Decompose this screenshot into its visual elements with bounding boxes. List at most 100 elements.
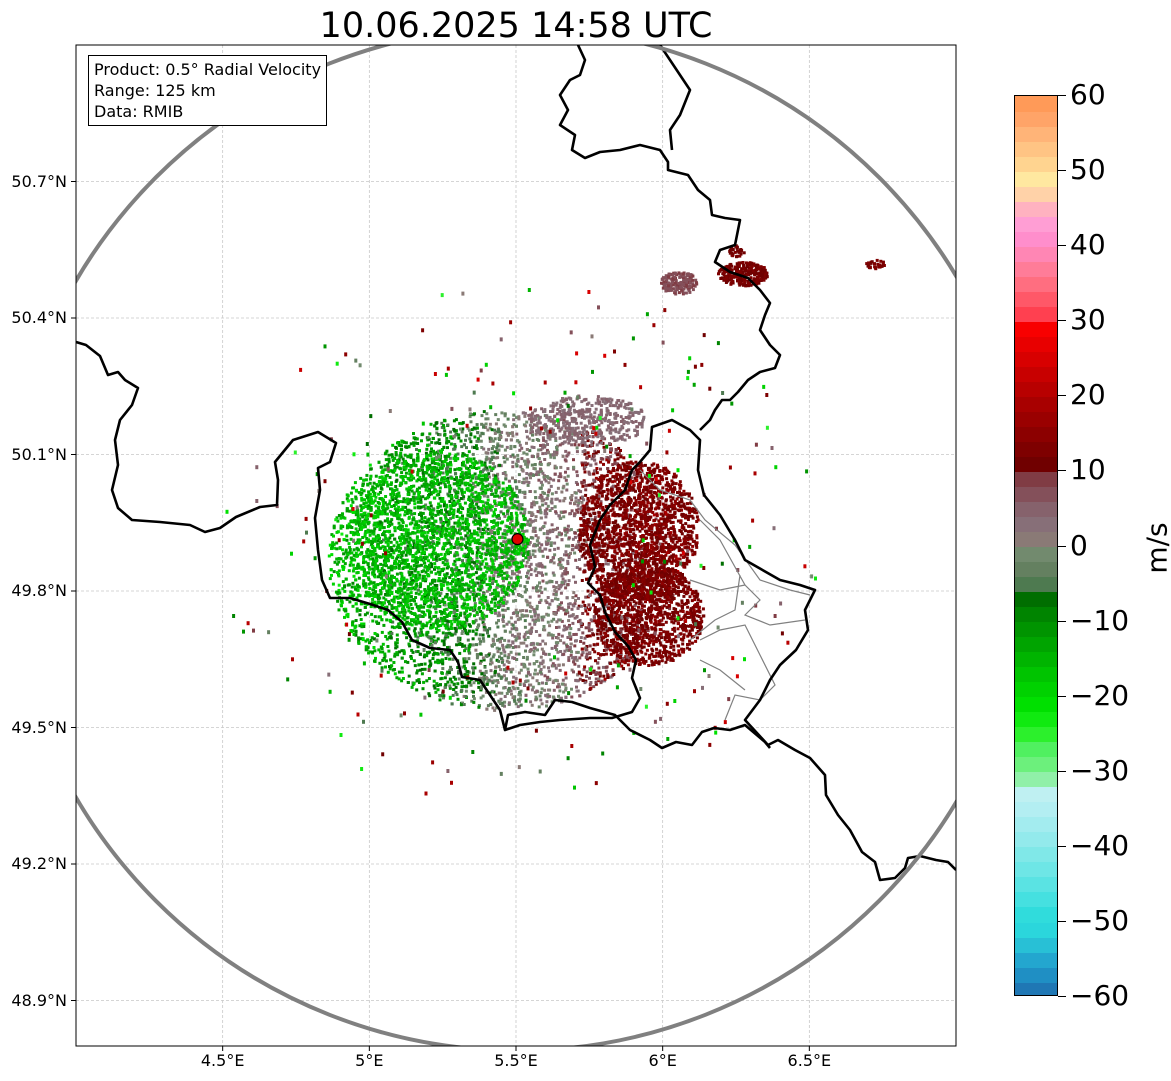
echo-cell: [487, 457, 491, 461]
echo-cell: [562, 515, 566, 519]
echo-cell: [619, 449, 622, 452]
echo-cell: [362, 502, 366, 506]
echo-cell: [434, 441, 438, 445]
echo-cell: [511, 623, 515, 627]
echo-cell: [569, 496, 573, 500]
echo-cell: [374, 590, 377, 594]
echo-cell: [466, 426, 470, 430]
echo-cell: [501, 703, 505, 707]
echo-cell: [511, 527, 515, 531]
echo-cell: [485, 677, 489, 680]
echo-cell: [513, 572, 517, 576]
echo-cell: [419, 563, 423, 567]
echo-cell: [573, 501, 577, 505]
echo-cell: [486, 468, 490, 472]
echo-cell: [592, 603, 595, 607]
echo-cell: [438, 694, 442, 697]
echo-cell: [426, 650, 429, 654]
echo-cell: [357, 637, 361, 641]
echo-cell: [473, 484, 477, 488]
echo-cell: [529, 536, 533, 540]
echo-cell: [364, 574, 368, 577]
echo-cell: [530, 703, 534, 707]
echo-cell: [424, 579, 427, 583]
echo-cell: [421, 495, 425, 499]
echo-cell: [470, 428, 474, 432]
echo-cell: [494, 693, 498, 697]
echo-cell: [646, 511, 649, 515]
echo-cell: [414, 602, 418, 606]
echo-cell: [375, 633, 379, 637]
echo-cell: [575, 650, 579, 654]
echo-cell: [357, 491, 361, 495]
echo-cell: [357, 533, 360, 537]
echo-cell: [471, 481, 475, 485]
echo-cell: [400, 554, 404, 558]
echo-cell: [447, 520, 451, 524]
echo-cell: [543, 445, 547, 449]
echo-cell: [495, 449, 499, 453]
echo-cell: [519, 575, 523, 579]
echo-cell: [452, 618, 456, 621]
echo-cell: [544, 642, 547, 646]
echo-cell: [533, 614, 537, 618]
echo-cell: [536, 672, 540, 676]
echo-cell: [402, 497, 406, 501]
echo-cell: [370, 601, 374, 605]
echo-cell: [467, 495, 471, 499]
echo-cell: [448, 677, 452, 681]
echo-cell: [415, 639, 419, 643]
echo-cell: [551, 633, 555, 637]
echo-cell: [580, 480, 584, 484]
echo-cell: [355, 607, 359, 611]
echo-cell: [627, 516, 631, 520]
echo-cell: [562, 582, 566, 586]
echo-cell: [528, 601, 532, 605]
echo-cell: [465, 446, 468, 450]
echo-cell: [595, 467, 599, 470]
echo-cell: [380, 573, 384, 577]
echo-cell: [557, 694, 560, 698]
echo-cell: [611, 526, 615, 530]
echo-cell: [489, 508, 493, 512]
echo-cell: [480, 677, 484, 681]
echo-cell: [457, 569, 461, 572]
echo-cell: [382, 601, 385, 605]
echo-cell: [507, 566, 511, 570]
echo-cell: [502, 598, 506, 602]
echo-cell: [466, 670, 470, 674]
echo-cell: [601, 457, 605, 461]
echo-cell: [521, 490, 525, 494]
echo-cell: [556, 597, 560, 601]
echo-cell: [486, 495, 490, 499]
echo-cell: [596, 661, 600, 665]
echo-cell: [571, 432, 575, 436]
echo-cell: [432, 605, 436, 609]
echo-cell: [546, 633, 550, 637]
echo-cell: [434, 660, 437, 664]
echo-cell: [478, 642, 482, 646]
echo-cell: [576, 606, 580, 610]
echo-cell: [407, 627, 411, 631]
echo-cell: [428, 694, 432, 698]
echo-cell: [530, 428, 534, 432]
echo-cell: [604, 648, 608, 652]
echo-cell: [502, 456, 506, 460]
echo-cell: [447, 631, 451, 635]
echo-cell: [420, 570, 424, 574]
echo-cell: [533, 610, 537, 614]
echo-cell: [675, 579, 679, 583]
echo-cell: [437, 468, 441, 472]
echo-cell: [511, 646, 515, 649]
echo-cell: [371, 485, 375, 489]
echo-cell: [503, 695, 507, 698]
echo-cell: [563, 528, 567, 532]
echo-cell: [609, 652, 613, 656]
echo-cell: [339, 526, 343, 530]
echo-cell: [594, 681, 598, 684]
echo-cell: [523, 665, 527, 669]
echo-cell: [472, 466, 476, 469]
echo-cell: [546, 538, 550, 542]
echo-cell: [579, 490, 583, 494]
echo-cell: [533, 690, 537, 694]
